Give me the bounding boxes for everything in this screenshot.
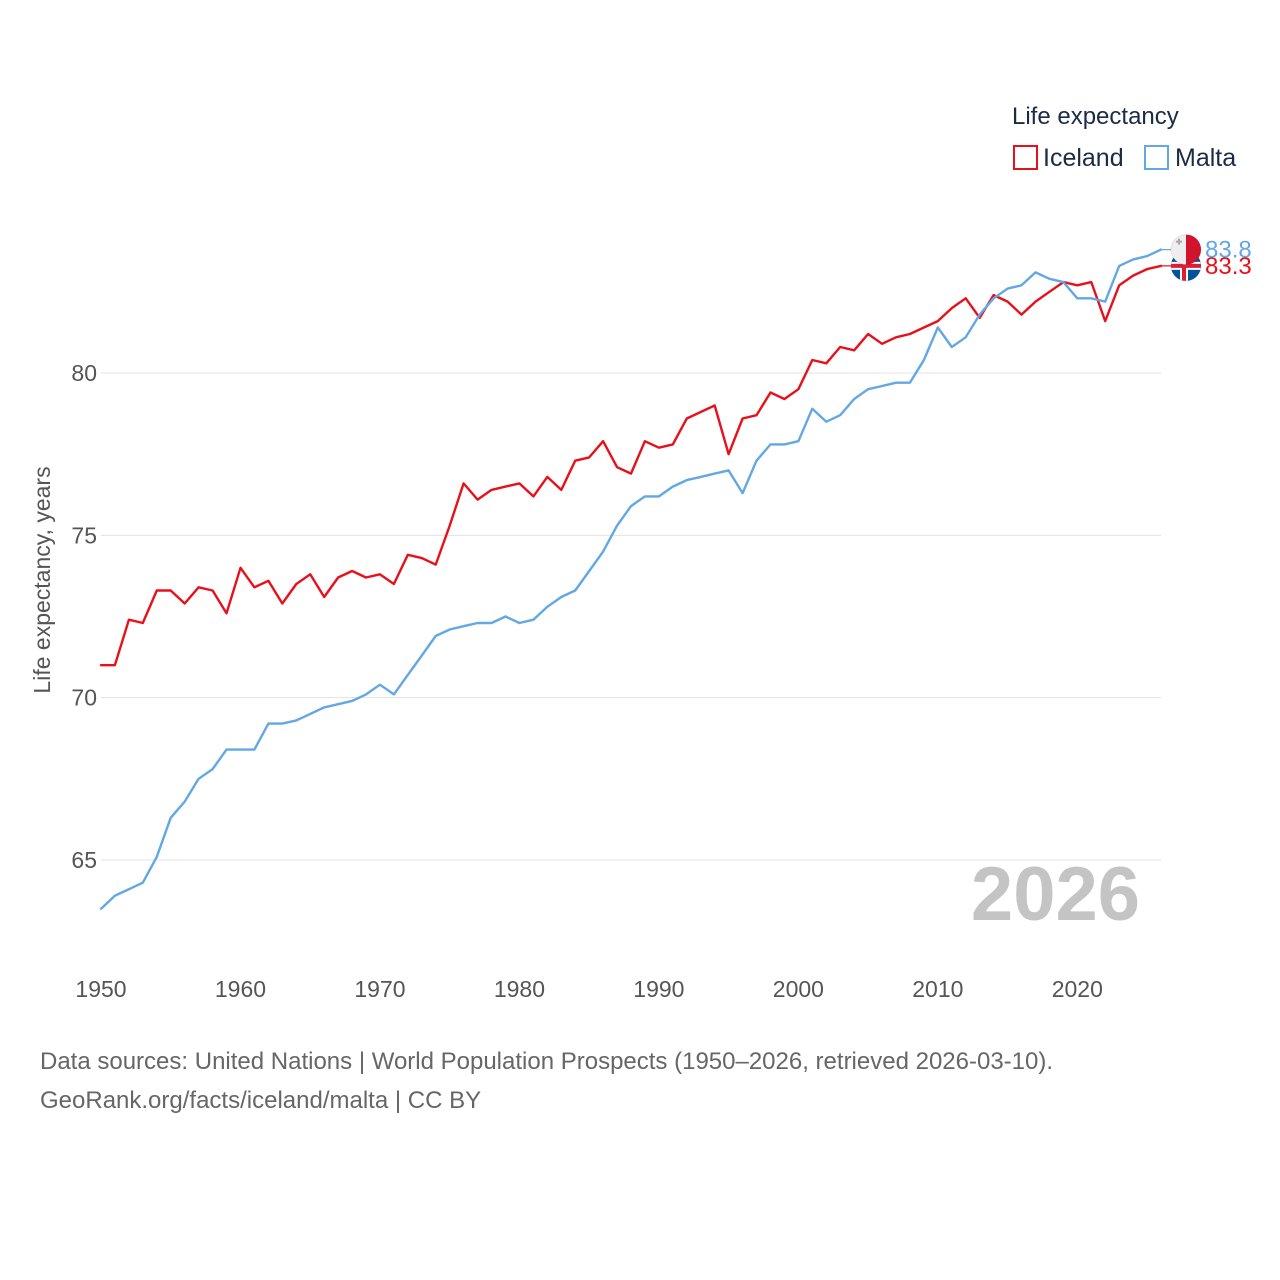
y-tick-label-70: 70: [71, 685, 97, 711]
line-chart: 65 70 75 80 1950 1960 1970 1980 1990 2000 2010 202…: [29, 103, 1252, 1002]
x-tick-label-1990: 1990: [633, 976, 684, 1002]
x-tick-label-1980: 1980: [494, 976, 545, 1002]
footer: Data sources: United Nations | World Pop…: [40, 1042, 1053, 1120]
x-tick-label-2020: 2020: [1052, 976, 1103, 1002]
data-source-note: Data sources: United Nations | World Pop…: [40, 1048, 1054, 1075]
x-tick-label-1960: 1960: [215, 976, 266, 1002]
x-tick-label-2000: 2000: [773, 976, 824, 1002]
y-tick-label-65: 65: [71, 847, 97, 873]
y-tick-label-80: 80: [71, 360, 97, 386]
series-line-iceland[interactable]: [99, 264, 1163, 667]
series-line-malta[interactable]: [99, 248, 1163, 910]
legend-label-iceland[interactable]: Iceland: [1043, 144, 1124, 172]
legend: Life expectancy Iceland Malta: [1012, 103, 1236, 172]
malta-flag-icon: [1170, 234, 1202, 266]
legend-swatch-malta[interactable]: [1144, 145, 1169, 170]
x-tick-label-1970: 1970: [354, 976, 405, 1002]
end-value-label-malta: 83.8: [1205, 237, 1252, 264]
legend-title: Life expectancy: [1012, 103, 1179, 130]
y-tick-label-75: 75: [71, 522, 97, 548]
y-axis-title: Life expectancy, years: [29, 466, 55, 693]
source-link[interactable]: GeoRank.org/facts/iceland/malta | CC BY: [40, 1087, 482, 1114]
x-tick-label-2010: 2010: [912, 976, 963, 1002]
legend-swatch-iceland[interactable]: [1013, 145, 1038, 170]
legend-label-malta[interactable]: Malta: [1175, 144, 1236, 172]
current-year-watermark: 2026: [971, 852, 1140, 937]
end-value-label-iceland: 83.3: [1205, 253, 1252, 280]
x-tick-label-1950: 1950: [75, 976, 126, 1002]
